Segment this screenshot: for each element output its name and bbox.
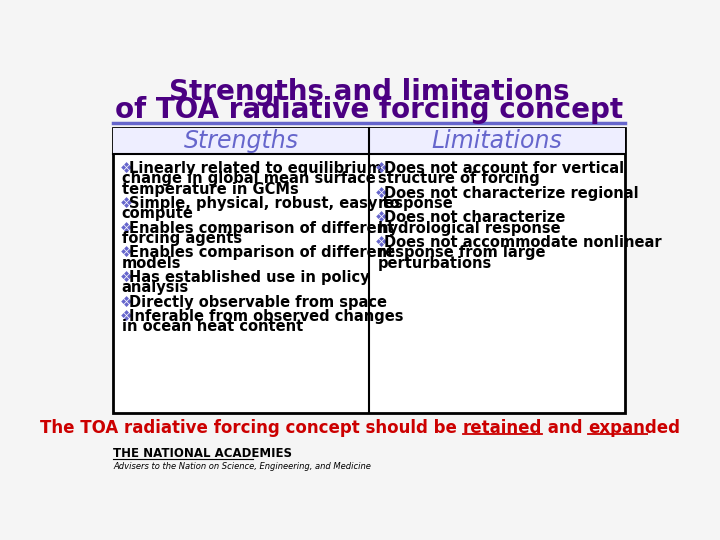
Text: in ocean heat content: in ocean heat content: [122, 319, 303, 334]
Text: temperature in GCMs: temperature in GCMs: [122, 182, 299, 197]
Text: expanded: expanded: [588, 419, 680, 437]
Text: Does not accommodate nonlinear: Does not accommodate nonlinear: [384, 235, 662, 250]
Text: response from large: response from large: [377, 245, 545, 260]
Bar: [369, 128, 625, 154]
Text: Does not characterize regional: Does not characterize regional: [384, 186, 639, 201]
Text: ❖: ❖: [375, 211, 388, 225]
Text: ❖: ❖: [120, 270, 132, 285]
Text: Has established use in policy: Has established use in policy: [129, 270, 369, 285]
Text: analysis: analysis: [122, 280, 189, 295]
Text: ❖: ❖: [120, 245, 132, 260]
Text: compute: compute: [122, 206, 194, 221]
Text: Inferable from observed changes: Inferable from observed changes: [129, 309, 403, 324]
Text: Advisers to the Nation on Science, Engineering, and Medicine: Advisers to the Nation on Science, Engin…: [113, 462, 371, 471]
Bar: [113, 128, 625, 413]
Text: ❖: ❖: [375, 161, 388, 176]
Text: Directly observable from space: Directly observable from space: [129, 295, 387, 309]
Text: of TOA radiative forcing concept: of TOA radiative forcing concept: [115, 96, 623, 124]
Text: response: response: [377, 196, 454, 211]
Text: forcing agents: forcing agents: [122, 231, 242, 246]
Text: ❖: ❖: [120, 295, 132, 309]
Text: change in global mean surface: change in global mean surface: [122, 171, 376, 186]
Text: models: models: [122, 256, 181, 271]
Text: ❖: ❖: [120, 221, 132, 236]
Text: Strengths: Strengths: [184, 129, 299, 153]
Text: ❖: ❖: [120, 196, 132, 211]
Text: and: and: [542, 419, 588, 437]
Text: hydrological response: hydrological response: [377, 221, 560, 236]
Text: Strengths and limitations: Strengths and limitations: [168, 78, 570, 106]
Text: Linearly related to equilibrium: Linearly related to equilibrium: [129, 161, 382, 176]
Text: Limitations: Limitations: [431, 129, 562, 153]
Text: Does not account for vertical: Does not account for vertical: [384, 161, 625, 176]
Text: retained: retained: [462, 419, 542, 437]
Text: THE NATIONAL ACADEMIES: THE NATIONAL ACADEMIES: [113, 447, 292, 460]
Text: ❖: ❖: [120, 161, 132, 176]
Text: perturbations: perturbations: [377, 256, 492, 271]
Text: ❖: ❖: [375, 186, 388, 201]
Text: Enables comparison of different: Enables comparison of different: [129, 245, 394, 260]
Text: Enables comparison of different: Enables comparison of different: [129, 221, 394, 236]
Bar: [113, 128, 369, 154]
Text: The TOA radiative forcing concept should be: The TOA radiative forcing concept should…: [40, 419, 462, 437]
Text: ❖: ❖: [375, 235, 388, 250]
Text: ❖: ❖: [120, 309, 132, 324]
Text: structure of forcing: structure of forcing: [377, 171, 539, 186]
Text: Simple, physical, robust, easy to: Simple, physical, robust, easy to: [129, 196, 400, 211]
Text: Does not characterize: Does not characterize: [384, 211, 566, 225]
